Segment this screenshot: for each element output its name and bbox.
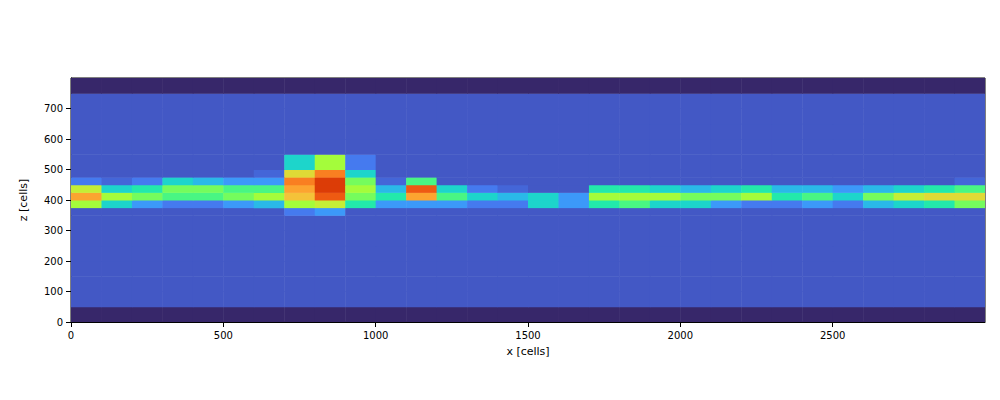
svg-text:700: 700 [44, 103, 63, 114]
svg-text:500: 500 [44, 164, 63, 175]
svg-text:1000: 1000 [363, 330, 388, 341]
svg-text:500: 500 [214, 330, 233, 341]
svg-text:1500: 1500 [515, 330, 540, 341]
svg-text:600: 600 [44, 134, 63, 145]
svg-text:2000: 2000 [668, 330, 693, 341]
svg-text:0: 0 [57, 317, 63, 328]
svg-text:300: 300 [44, 225, 63, 236]
svg-text:100: 100 [44, 286, 63, 297]
svg-text:x [cells]: x [cells] [506, 345, 549, 358]
svg-text:400: 400 [44, 195, 63, 206]
svg-text:200: 200 [44, 256, 63, 267]
svg-text:z [cells]: z [cells] [17, 179, 30, 222]
svg-text:2500: 2500 [820, 330, 845, 341]
svg-text:0: 0 [68, 330, 74, 341]
